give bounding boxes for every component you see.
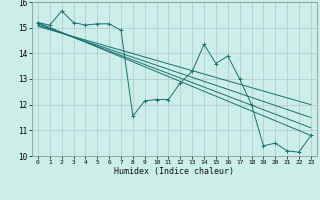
- X-axis label: Humidex (Indice chaleur): Humidex (Indice chaleur): [115, 167, 234, 176]
